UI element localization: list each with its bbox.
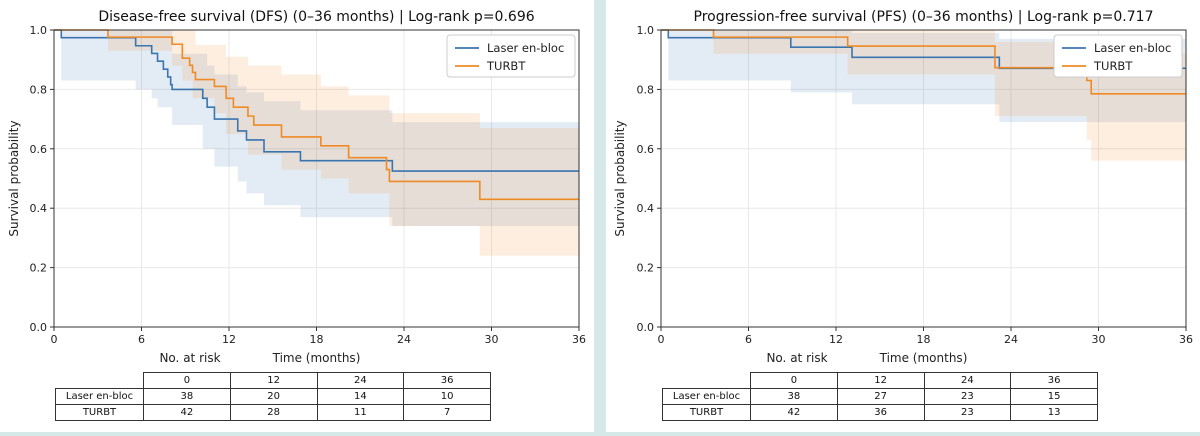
laser-survival-curve	[661, 29, 1186, 70]
y-tick-label: 0.0	[30, 321, 48, 334]
x-tick-label: 30	[1092, 333, 1106, 346]
legend-turbt-label: TURBT	[486, 59, 526, 73]
x-axis-label: Time (months)	[879, 351, 968, 365]
x-tick-label: 24	[1004, 333, 1018, 346]
x-tick-label: 18	[310, 333, 324, 346]
laser-ci-band	[54, 30, 579, 227]
legend-laser-label: Laser en-bloc	[1094, 41, 1171, 55]
risk-row-turbt: TURBT 42 28 11 7	[55, 404, 491, 421]
turbt-ci-band	[54, 30, 579, 256]
risk-count-cell: 42	[750, 404, 838, 421]
risk-row-label: Laser en-bloc	[662, 388, 751, 405]
risk-count-cell: 15	[1010, 388, 1098, 405]
y-tick-label: 1.0	[637, 24, 655, 37]
risk-count-cell: 36	[836, 404, 925, 421]
y-tick-label: 0.8	[637, 83, 655, 96]
risk-time-cell: 36	[403, 372, 491, 389]
risk-count-cell: 38	[143, 388, 231, 405]
risk-time-cell: 12	[229, 372, 318, 389]
at-risk-label: No. at risk	[159, 351, 220, 365]
x-tick-label: 12	[829, 333, 843, 346]
turbt-survival-curve	[54, 29, 579, 201]
dfs-risk-table: 0 12 24 36 Laser en-bloc 38 20 14 10 TUR…	[55, 372, 491, 421]
risk-count-cell: 42	[143, 404, 231, 421]
y-tick-label: 0.4	[637, 202, 655, 215]
legend-turbt-label: TURBT	[1093, 59, 1133, 73]
pfs-chart: Progression-free survival (PFS) (0–36 mo…	[613, 9, 1193, 365]
y-tick-label: 1.0	[30, 24, 48, 37]
pfs-risk-table: 0 12 24 36 Laser en-bloc 38 27 23 15 TUR…	[662, 372, 1098, 421]
y-axis-label: Survival probability	[7, 120, 21, 236]
risk-row-label: TURBT	[55, 404, 144, 421]
risk-time-cell: 12	[836, 372, 925, 389]
risk-count-cell: 27	[836, 388, 925, 405]
risk-header-row: 0 12 24 36	[662, 372, 1098, 389]
y-tick-label: 0.8	[30, 83, 48, 96]
x-tick-label: 6	[745, 333, 752, 346]
chart-title: Progression-free survival (PFS) (0–36 mo…	[694, 9, 1154, 25]
y-axis-label: Survival probability	[613, 120, 627, 236]
x-axis-label: Time (months)	[272, 351, 361, 365]
risk-count-cell: 13	[1010, 404, 1098, 421]
x-tick-label: 18	[917, 333, 931, 346]
y-tick-label: 0.2	[637, 262, 655, 275]
x-tick-label: 0	[51, 333, 58, 346]
risk-time-cell: 24	[923, 372, 1012, 389]
risk-row-label: TURBT	[662, 404, 751, 421]
risk-row-turbt: TURBT 42 36 23 13	[662, 404, 1098, 421]
y-tick-label: 0.4	[30, 202, 48, 215]
dfs-chart: Disease-free survival (DFS) (0–36 months…	[7, 9, 586, 365]
dfs-panel: Disease-free survival (DFS) (0–36 months…	[0, 0, 594, 432]
x-tick-label: 6	[138, 333, 145, 346]
risk-row-laser: Laser en-bloc 38 20 14 10	[55, 388, 491, 405]
at-risk-label: No. at risk	[766, 351, 827, 365]
x-tick-label: 12	[222, 333, 236, 346]
x-tick-label: 36	[1179, 333, 1193, 346]
legend-laser-label: Laser en-bloc	[487, 41, 564, 55]
risk-count-cell: 20	[229, 388, 318, 405]
risk-time-cell: 0	[750, 372, 838, 389]
laser-survival-curve	[54, 29, 579, 172]
risk-count-cell: 11	[316, 404, 405, 421]
risk-time-cell: 24	[316, 372, 405, 389]
risk-time-cell: 0	[143, 372, 231, 389]
risk-count-cell: 7	[403, 404, 491, 421]
y-tick-label: 0.6	[637, 143, 655, 156]
x-tick-label: 0	[658, 333, 665, 346]
turbt-survival-curve	[661, 29, 1186, 95]
x-tick-label: 30	[485, 333, 499, 346]
y-tick-label: 0.0	[637, 321, 655, 334]
pfs-panel: Progression-free survival (PFS) (0–36 mo…	[606, 0, 1200, 432]
x-tick-label: 36	[572, 333, 586, 346]
risk-row-label: Laser en-bloc	[55, 388, 144, 405]
risk-count-cell: 38	[750, 388, 838, 405]
chart-title: Disease-free survival (DFS) (0–36 months…	[98, 9, 534, 25]
risk-count-cell: 10	[403, 388, 491, 405]
risk-count-cell: 14	[316, 388, 405, 405]
risk-corner-cell	[55, 372, 144, 389]
risk-count-cell: 28	[229, 404, 318, 421]
risk-count-cell: 23	[923, 388, 1012, 405]
risk-count-cell: 23	[923, 404, 1012, 421]
risk-row-laser: Laser en-bloc 38 27 23 15	[662, 388, 1098, 405]
x-tick-label: 24	[397, 333, 411, 346]
risk-corner-cell	[662, 372, 751, 389]
risk-header-row: 0 12 24 36	[55, 372, 491, 389]
y-tick-label: 0.2	[30, 262, 48, 275]
legend: Laser en-bloc TURBT	[1053, 34, 1183, 78]
y-tick-label: 0.6	[30, 143, 48, 156]
legend: Laser en-bloc TURBT	[446, 34, 576, 78]
risk-time-cell: 36	[1010, 372, 1098, 389]
